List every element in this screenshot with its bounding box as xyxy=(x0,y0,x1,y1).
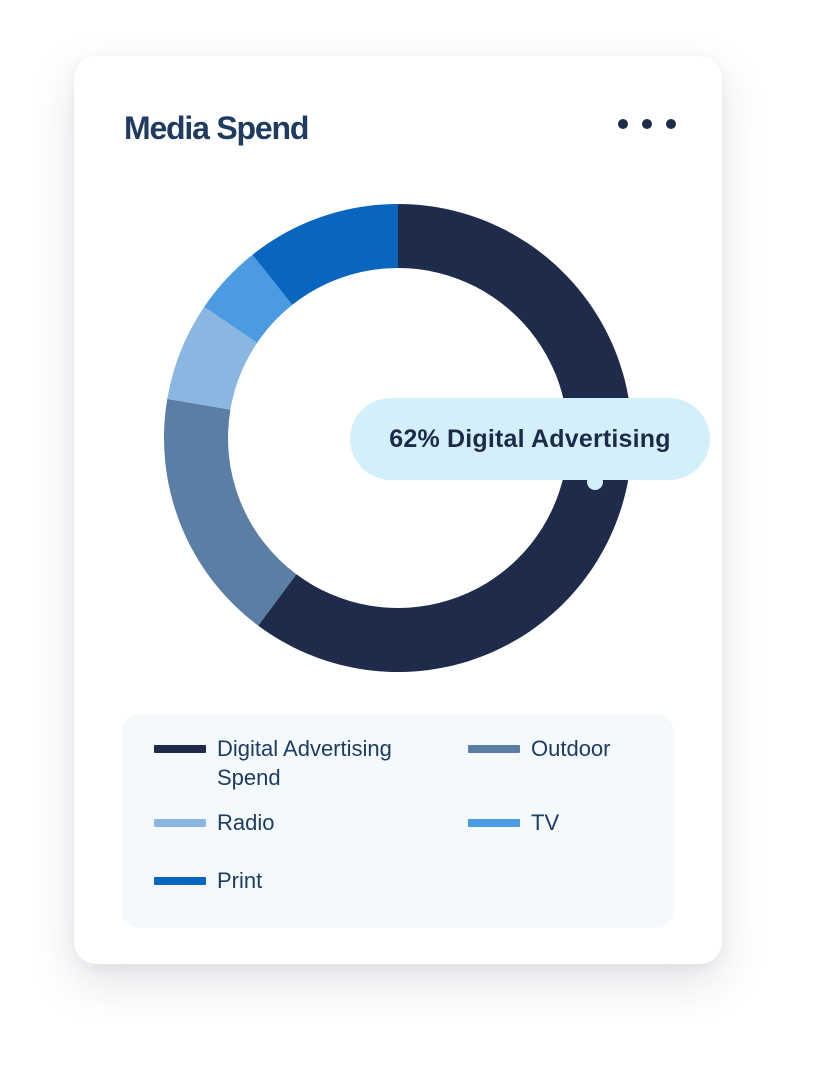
media-spend-card: Media Spend 62% Digital Advertising Digi… xyxy=(74,56,722,964)
card-title: Media Spend xyxy=(124,110,309,146)
legend-label: Outdoor xyxy=(531,736,611,761)
donut-slice-print[interactable] xyxy=(252,204,398,305)
legend-label: Digital Advertising Spend xyxy=(217,736,392,790)
legend-item-digital-advertising-spend[interactable]: Digital Advertising Spend xyxy=(154,734,437,792)
chart-tooltip: 62% Digital Advertising xyxy=(350,398,710,480)
legend-label: TV xyxy=(531,810,560,835)
legend-swatch xyxy=(468,745,520,753)
legend-label: Radio xyxy=(217,810,275,835)
donut-slice-digital-advertising-spend[interactable] xyxy=(258,204,633,672)
more-dot xyxy=(618,119,628,129)
legend-item-tv[interactable]: TV xyxy=(468,808,751,837)
donut-slice-outdoor[interactable] xyxy=(163,398,297,626)
more-dot xyxy=(642,119,652,129)
donut-slice-tv[interactable] xyxy=(204,254,293,343)
donut-chart xyxy=(163,204,633,672)
legend-swatch xyxy=(154,877,206,885)
donut-slice-radio[interactable] xyxy=(167,306,258,410)
legend-item-print[interactable]: Print xyxy=(154,866,437,895)
legend-item-radio[interactable]: Radio xyxy=(154,808,437,837)
chart-legend: Digital Advertising Spend Outdoor Radio … xyxy=(122,714,674,928)
legend-swatch xyxy=(154,745,206,753)
legend-item-outdoor[interactable]: Outdoor xyxy=(468,734,751,763)
legend-swatch xyxy=(468,819,520,827)
more-options-icon[interactable] xyxy=(618,114,676,134)
more-dot xyxy=(666,119,676,129)
legend-label: Print xyxy=(217,868,263,893)
legend-swatch xyxy=(154,819,206,827)
